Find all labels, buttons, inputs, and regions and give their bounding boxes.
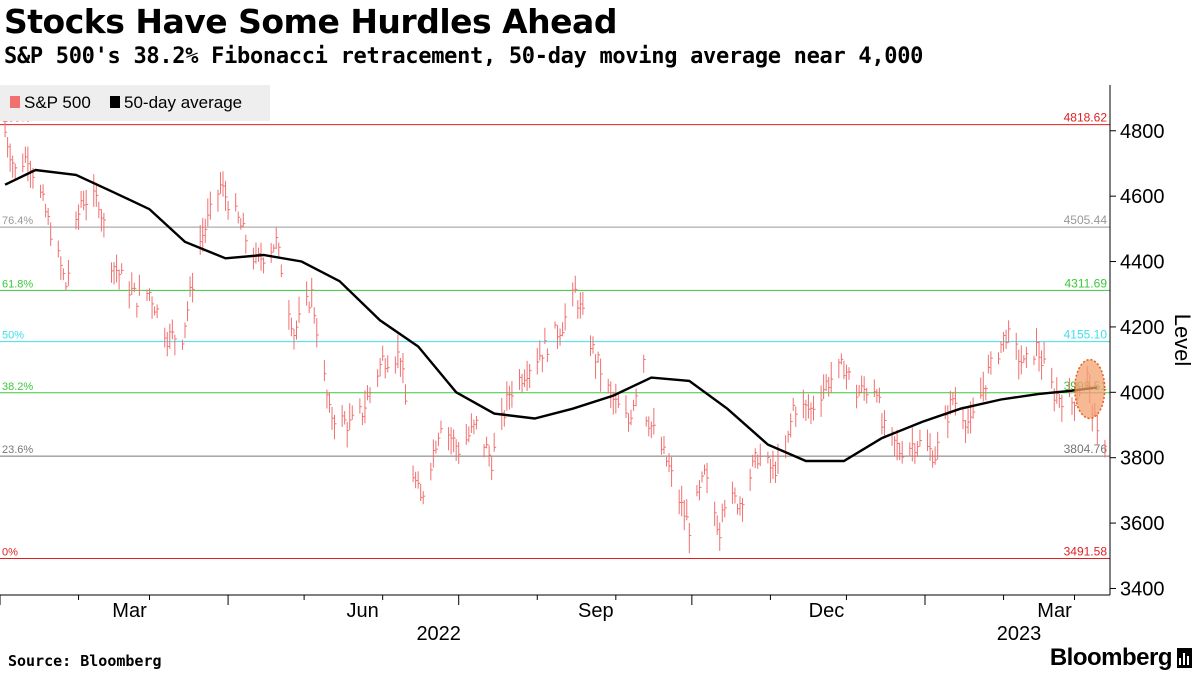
fib-pct-label: 38.2% bbox=[2, 381, 33, 393]
bloomberg-bars-icon bbox=[1177, 648, 1192, 668]
legend-swatch bbox=[10, 96, 20, 108]
y-tick-label: 3800 bbox=[1120, 448, 1165, 470]
fib-value-label: 4505.44 bbox=[1064, 213, 1108, 227]
fib-pct-label: 61.8% bbox=[2, 278, 33, 290]
x-month-label: Mar bbox=[112, 600, 147, 622]
y-tick-label: 3600 bbox=[1120, 513, 1165, 535]
fib-value-label: 3491.58 bbox=[1064, 545, 1108, 559]
y-axis-title: Level bbox=[1170, 314, 1195, 367]
y-tick-label: 4000 bbox=[1120, 382, 1165, 404]
fib-value-label: 3804.76 bbox=[1064, 442, 1108, 456]
axes-layer: 3400 3600 3800 4000 4200 4400 4600 4800 Level Mar… bbox=[0, 85, 1195, 645]
fib-pct-label: 76.4% bbox=[2, 215, 33, 227]
x-month-label: Dec bbox=[809, 600, 845, 622]
y-tick-label: 4600 bbox=[1120, 186, 1165, 208]
fib-value-label: 4155.10 bbox=[1064, 328, 1108, 342]
x-year-label: 2022 bbox=[416, 623, 461, 645]
moving-average-line bbox=[4, 168, 1098, 463]
legend-label: S&P 500 bbox=[24, 93, 91, 112]
x-year-label: 2023 bbox=[997, 623, 1042, 645]
fib-value-label: 4311.69 bbox=[1065, 276, 1108, 290]
y-tick-label: 3400 bbox=[1120, 578, 1165, 600]
legend-swatch bbox=[110, 96, 120, 108]
bloomberg-logo: Bloomberg bbox=[1050, 644, 1192, 672]
fib-pct-label: 50% bbox=[2, 330, 24, 342]
chart-subtitle: S&P 500's 38.2% Fibonacci retracement, 5… bbox=[4, 44, 924, 69]
y-tick-label: 4200 bbox=[1120, 317, 1165, 339]
highlight-ellipse bbox=[1073, 358, 1106, 420]
x-month-label: Jun bbox=[347, 600, 379, 622]
fib-pct-label: 23.6% bbox=[2, 444, 33, 456]
y-tick-label: 4400 bbox=[1120, 252, 1165, 274]
logo-text: Bloomberg bbox=[1049, 644, 1173, 671]
plot-layer: 100%4818.6276.4%4505.4461.8%4311.6950%41… bbox=[0, 111, 1110, 560]
y-tick-label: 4800 bbox=[1120, 121, 1165, 143]
fib-pct-label: 0% bbox=[2, 547, 18, 559]
fib-value-label: 4818.62 bbox=[1064, 111, 1108, 125]
source-note: Source: Bloomberg bbox=[8, 652, 162, 670]
legend: S&P 500 50-day average bbox=[0, 85, 270, 121]
x-month-label: Sep bbox=[578, 600, 614, 622]
legend-label: 50-day average bbox=[124, 93, 242, 112]
chart-title: Stocks Have Some Hurdles Ahead bbox=[4, 2, 617, 41]
x-month-label: Mar bbox=[1037, 600, 1072, 622]
legend-background bbox=[0, 85, 270, 121]
